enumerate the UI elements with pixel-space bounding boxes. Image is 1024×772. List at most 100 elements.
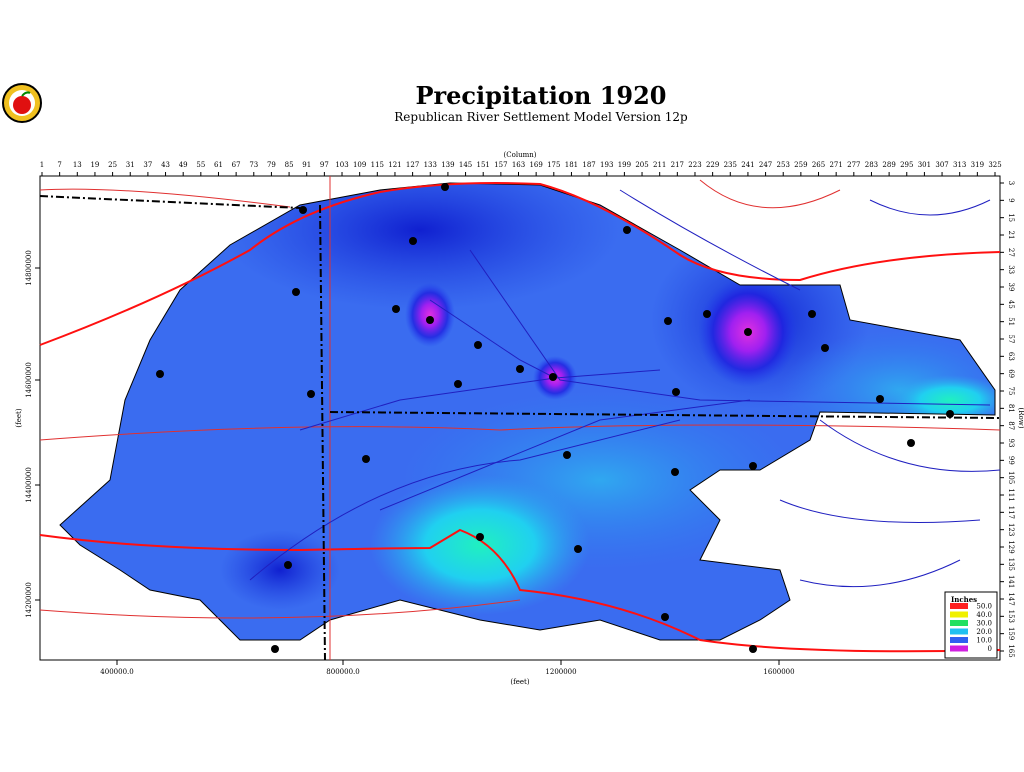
station xyxy=(476,533,484,541)
road xyxy=(39,599,521,619)
station xyxy=(946,410,954,418)
column-tick-label: 277 xyxy=(847,161,860,169)
row-tick-label: 57 xyxy=(1007,335,1015,344)
column-tick-label: 313 xyxy=(953,161,966,169)
column-tick-label: 265 xyxy=(812,161,825,169)
row-tick-label: 81 xyxy=(1007,404,1015,413)
row-tick-label: 105 xyxy=(1007,471,1015,484)
station xyxy=(574,545,582,553)
station xyxy=(549,373,557,381)
legend-swatch xyxy=(950,637,968,643)
column-tick-label: 211 xyxy=(653,161,666,169)
river xyxy=(869,199,991,216)
column-tick-label: 205 xyxy=(635,161,648,169)
column-tick-label: 199 xyxy=(618,161,631,169)
column-tick-label: 241 xyxy=(741,161,754,169)
column-tick-label: 319 xyxy=(971,161,984,169)
x-tick-label: 1200000 xyxy=(545,668,576,676)
legend-label: 10.0 xyxy=(976,637,992,645)
column-tick-label: 79 xyxy=(267,161,276,169)
map-area xyxy=(39,175,1001,661)
column-tick-label: 193 xyxy=(600,161,613,169)
column-tick-label: 25 xyxy=(108,161,117,169)
legend-swatch xyxy=(950,603,968,609)
column-tick-label: 109 xyxy=(353,161,366,169)
axis-label: (Column) xyxy=(504,151,537,159)
river xyxy=(429,299,556,379)
station xyxy=(426,316,434,324)
row-tick-label: 3 xyxy=(1007,181,1015,185)
station xyxy=(749,645,757,653)
column-tick-label: 139 xyxy=(441,161,454,169)
row-tick-label: 33 xyxy=(1007,265,1015,274)
column-tick-label: 163 xyxy=(512,161,525,169)
station xyxy=(299,206,307,214)
column-tick-label: 103 xyxy=(335,161,348,169)
column-tick-label: 61 xyxy=(214,161,223,169)
station xyxy=(563,451,571,459)
column-tick-label: 157 xyxy=(494,161,507,169)
legend-label: 30.0 xyxy=(976,620,992,628)
row-tick-label: 39 xyxy=(1007,283,1015,292)
subtitle: Republican River Settlement Model Versio… xyxy=(394,110,688,124)
station xyxy=(907,439,915,447)
station xyxy=(661,613,669,621)
column-tick-label: 7 xyxy=(57,161,61,169)
column-tick-label: 169 xyxy=(529,161,542,169)
legend-swatch xyxy=(950,645,968,652)
road xyxy=(39,424,1001,441)
column-tick-label: 187 xyxy=(582,161,595,169)
station xyxy=(876,395,884,403)
column-tick-label: 43 xyxy=(161,161,170,169)
legend-swatch xyxy=(950,620,968,626)
column-tick-label: 283 xyxy=(865,161,878,169)
row-tick-label: 111 xyxy=(1007,488,1015,501)
column-tick-label: 259 xyxy=(794,161,807,169)
column-tick-label: 133 xyxy=(424,161,437,169)
river xyxy=(469,249,991,406)
station xyxy=(474,341,482,349)
column-tick-label: 127 xyxy=(406,161,419,169)
row-tick-label: 135 xyxy=(1007,558,1015,571)
row-tick-label: 63 xyxy=(1007,352,1015,361)
state-boundary xyxy=(39,195,1001,661)
row-tick-label: 93 xyxy=(1007,439,1015,448)
column-tick-label: 271 xyxy=(829,161,842,169)
station xyxy=(292,288,300,296)
station xyxy=(516,365,524,373)
column-tick-label: 1 xyxy=(40,161,44,169)
station xyxy=(409,237,417,245)
axis-label: (feet) xyxy=(15,408,23,427)
station xyxy=(808,310,816,318)
column-tick-label: 151 xyxy=(477,161,490,169)
legend-label: 0 xyxy=(988,645,992,653)
row-tick-label: 87 xyxy=(1007,421,1015,430)
station xyxy=(664,317,672,325)
river xyxy=(799,559,961,588)
station xyxy=(156,370,164,378)
y-tick-label: 14200000 xyxy=(25,582,33,618)
column-tick-label: 301 xyxy=(918,161,931,169)
row-tick-label: 147 xyxy=(1007,592,1015,605)
river xyxy=(299,369,661,431)
row-tick-label: 117 xyxy=(1007,506,1015,519)
column-tick-label: 289 xyxy=(882,161,895,169)
row-tick-label: 9 xyxy=(1007,198,1015,202)
river xyxy=(819,419,1001,472)
station xyxy=(392,305,400,313)
column-tick-label: 13 xyxy=(73,161,82,169)
legend: Inches 50.040.030.020.010.00 xyxy=(944,591,998,659)
station xyxy=(821,344,829,352)
station xyxy=(307,390,315,398)
river xyxy=(379,399,751,511)
column-tick-label: 175 xyxy=(547,161,560,169)
road xyxy=(699,179,841,209)
axis-label: (Row) xyxy=(1017,408,1024,429)
station xyxy=(271,645,279,653)
y-tick-label: 14800000 xyxy=(25,250,33,286)
column-tick-label: 85 xyxy=(285,161,294,169)
legend-label: 20.0 xyxy=(976,628,992,636)
station xyxy=(672,388,680,396)
river xyxy=(779,499,981,523)
